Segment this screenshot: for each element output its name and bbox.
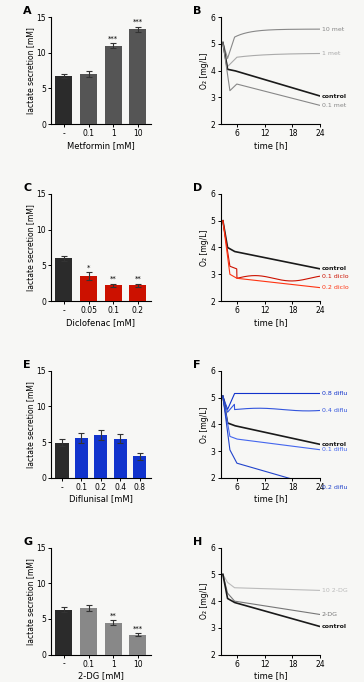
Bar — [105, 46, 122, 124]
Text: ***: *** — [133, 19, 143, 25]
Bar — [130, 29, 146, 124]
Bar — [55, 76, 72, 124]
Bar — [55, 443, 69, 478]
Bar — [80, 608, 97, 655]
Y-axis label: lactate secretion [mM]: lactate secretion [mM] — [26, 27, 35, 114]
Text: 0.4 diflu: 0.4 diflu — [322, 408, 347, 413]
Text: B: B — [193, 6, 201, 16]
Text: 10 2-DG: 10 2-DG — [322, 588, 348, 593]
Text: 0.1 met: 0.1 met — [322, 103, 346, 108]
Text: control: control — [322, 93, 347, 99]
Text: 10 met: 10 met — [322, 27, 344, 31]
Bar — [55, 610, 72, 655]
Y-axis label: lactate secretion [mM]: lactate secretion [mM] — [26, 204, 35, 291]
Text: C: C — [23, 183, 31, 193]
X-axis label: 2-DG [mM]: 2-DG [mM] — [78, 671, 124, 681]
Text: control: control — [322, 267, 347, 271]
Text: 0.1 diflu: 0.1 diflu — [322, 447, 347, 452]
X-axis label: time [h]: time [h] — [254, 318, 287, 327]
Text: F: F — [193, 360, 200, 370]
Text: G: G — [23, 537, 32, 547]
X-axis label: time [h]: time [h] — [254, 141, 287, 150]
Text: **: ** — [110, 276, 116, 282]
Text: 0.8 diflu: 0.8 diflu — [322, 391, 347, 396]
Y-axis label: O₂ [mg/L]: O₂ [mg/L] — [201, 53, 209, 89]
Bar — [130, 635, 146, 655]
Text: ***: *** — [133, 625, 143, 632]
Text: control: control — [322, 442, 347, 447]
Text: H: H — [193, 537, 202, 547]
Text: **: ** — [134, 276, 141, 282]
Bar — [130, 285, 146, 301]
Text: E: E — [23, 360, 31, 370]
Y-axis label: O₂ [mg/L]: O₂ [mg/L] — [201, 406, 209, 443]
X-axis label: time [h]: time [h] — [254, 671, 287, 681]
Bar — [114, 439, 127, 478]
Text: 2-DG: 2-DG — [322, 612, 338, 617]
X-axis label: time [h]: time [h] — [254, 494, 287, 503]
Y-axis label: lactate secretion [mM]: lactate secretion [mM] — [26, 381, 35, 468]
Bar — [55, 258, 72, 301]
Bar — [105, 285, 122, 301]
Y-axis label: O₂ [mg/L]: O₂ [mg/L] — [201, 583, 209, 619]
Text: **: ** — [110, 612, 116, 619]
Bar — [75, 438, 88, 478]
Text: A: A — [23, 6, 32, 16]
Text: 0.2 diclo: 0.2 diclo — [322, 285, 348, 290]
Bar — [80, 74, 97, 124]
Bar — [105, 623, 122, 655]
Text: D: D — [193, 183, 202, 193]
Text: 0.2 diflu: 0.2 diflu — [322, 485, 347, 490]
Text: 1 met: 1 met — [322, 51, 340, 56]
Bar — [94, 435, 107, 478]
X-axis label: Diflunisal [mM]: Diflunisal [mM] — [69, 494, 133, 503]
Text: 0.1 diclo: 0.1 diclo — [322, 273, 348, 279]
X-axis label: Diclofenac [mM]: Diclofenac [mM] — [66, 318, 135, 327]
Text: *: * — [87, 265, 90, 270]
Y-axis label: lactate secretion [mM]: lactate secretion [mM] — [26, 558, 35, 644]
Text: control: control — [322, 624, 347, 629]
Y-axis label: O₂ [mg/L]: O₂ [mg/L] — [201, 229, 209, 266]
X-axis label: Metformin [mM]: Metformin [mM] — [67, 141, 135, 150]
Bar — [133, 456, 146, 478]
Text: ***: *** — [108, 35, 118, 42]
Bar — [80, 276, 97, 301]
